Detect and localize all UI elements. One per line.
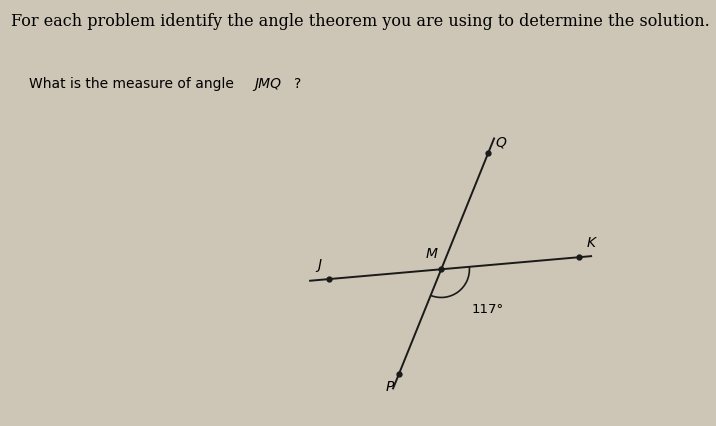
Text: Q: Q <box>495 136 507 150</box>
Text: ?: ? <box>294 77 301 91</box>
Text: JMQ: JMQ <box>254 77 281 91</box>
Text: M: M <box>425 247 437 261</box>
Text: What is the measure of angle: What is the measure of angle <box>29 77 238 91</box>
Text: 117°: 117° <box>471 303 503 316</box>
Text: P: P <box>385 380 394 394</box>
Text: K: K <box>586 236 595 250</box>
Text: J: J <box>317 258 321 272</box>
Text: For each problem identify the angle theorem you are using to determine the solut: For each problem identify the angle theo… <box>11 13 710 30</box>
